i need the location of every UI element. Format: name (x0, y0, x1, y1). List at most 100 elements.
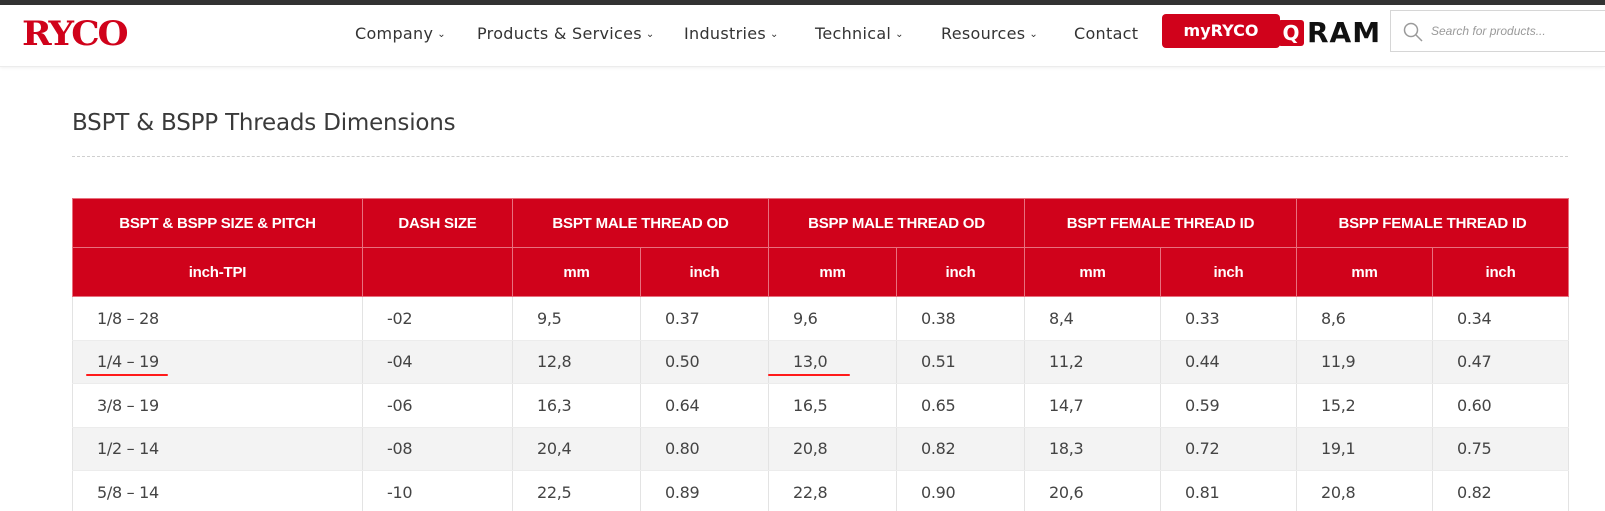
unit-header: mm (1024, 247, 1162, 297)
table-cell: 0.38 (896, 296, 1026, 341)
threads-dimensions-table: BSPT & BSPP SIZE & PITCH DASH SIZE BSPT … (72, 198, 1570, 511)
table-cell: -08 (362, 427, 513, 471)
unit-header: mm (1296, 247, 1434, 297)
table-cell: 0.82 (896, 427, 1026, 471)
table-cell: 11,2 (1024, 340, 1162, 384)
nav-label: Company (355, 24, 434, 43)
myryco-button[interactable]: myRYCO (1162, 14, 1280, 48)
table-row: 1/4 – 19 -04 12,8 0.50 13,0 0.51 11,2 0.… (72, 340, 1570, 384)
chevron-down-icon: ⌄ (895, 29, 904, 40)
unit-header: inch-TPI (72, 247, 363, 297)
nav-item-company[interactable]: Company ⌄ (355, 24, 446, 43)
chevron-down-icon: ⌄ (769, 29, 779, 40)
table-cell: 11,9 (1296, 340, 1434, 384)
search-input[interactable] (1431, 11, 1601, 51)
header-unit-row: inch-TPI mm inch mm inch mm inch mm inch (72, 247, 1570, 297)
table-cell: 19,1 (1296, 427, 1434, 471)
table-cell: -04 (362, 340, 513, 384)
unit-header: mm (512, 247, 641, 297)
table-cell: 15,2 (1296, 383, 1434, 428)
table-cell: 0.44 (1160, 340, 1298, 384)
chevron-down-icon: ⌄ (1029, 29, 1039, 40)
header-bspp-female-id: BSPP FEMALE THREAD ID (1296, 198, 1570, 248)
page-title: BSPT & BSPP Threads Dimensions (72, 110, 456, 136)
table-cell: 13,0 (768, 340, 898, 384)
table-cell: 8,6 (1296, 296, 1434, 341)
table-cell: 5/8 – 14 (72, 470, 363, 511)
header-group-row: BSPT & BSPP SIZE & PITCH DASH SIZE BSPT … (72, 198, 1570, 248)
table-row: 5/8 – 14 -10 22,5 0.89 22,8 0.90 20,6 0.… (72, 470, 1570, 511)
table-cell: 22,8 (768, 470, 898, 511)
title-divider (72, 156, 1568, 157)
table-cell: 0.89 (639, 470, 770, 511)
qram-logo[interactable]: Q RAM (1278, 17, 1381, 49)
nav-item-technical[interactable]: Technical ⌄ (815, 24, 904, 43)
chevron-down-icon: ⌄ (645, 29, 655, 40)
table-cell: 0.65 (896, 383, 1026, 428)
qram-wordmark: RAM (1307, 16, 1382, 49)
header-bspp-male-od: BSPP MALE THREAD OD (768, 198, 1026, 248)
table-cell: 14,7 (1024, 383, 1162, 428)
table-cell: 0.34 (1432, 296, 1570, 341)
table-cell: 18,3 (1024, 427, 1162, 471)
table-cell: 0.64 (639, 383, 770, 428)
table-cell: 0.82 (1432, 470, 1570, 511)
ryco-logo[interactable]: RYCO (22, 14, 129, 54)
nav-item-industries[interactable]: Industries ⌄ (684, 24, 779, 43)
table-cell: 0.72 (1160, 427, 1298, 471)
nav-item-resources[interactable]: Resources ⌄ (941, 24, 1038, 43)
table-cell: 0.81 (1160, 470, 1298, 511)
table-cell: 9,5 (512, 296, 641, 341)
unit-header: inch (1432, 247, 1570, 297)
nav-label: Resources (941, 24, 1026, 43)
unit-header: inch (896, 247, 1026, 297)
unit-header: mm (768, 247, 898, 297)
product-search[interactable] (1390, 10, 1605, 52)
chevron-down-icon: ⌄ (437, 29, 446, 40)
table-cell: 16,3 (512, 383, 641, 428)
red-underline-annotation (768, 374, 850, 376)
table-cell: 0.90 (896, 470, 1026, 511)
nav-item-contact[interactable]: Contact (1074, 24, 1138, 43)
table-row: 1/2 – 14 -08 20,4 0.80 20,8 0.82 18,3 0.… (72, 427, 1570, 471)
table-cell: 20,4 (512, 427, 641, 471)
unit-header (362, 247, 513, 297)
table-cell: 0.59 (1160, 383, 1298, 428)
table-cell: 0.33 (1160, 296, 1298, 341)
table-cell: 1/8 – 28 (72, 296, 363, 341)
table-cell: 1/4 – 19 (72, 340, 363, 384)
nav-item-products-services[interactable]: Products & Services ⌄ (477, 24, 655, 43)
top-dark-bar (0, 0, 1605, 5)
header-size-pitch: BSPT & BSPP SIZE & PITCH (72, 198, 363, 248)
table-cell: 16,5 (768, 383, 898, 428)
header-bspt-male-od: BSPT MALE THREAD OD (511, 198, 770, 248)
table-row: 1/8 – 28 -02 9,5 0.37 9,6 0.38 8,4 0.33 … (72, 296, 1570, 341)
qram-q-mark: Q (1278, 20, 1304, 46)
table-cell: -02 (362, 296, 513, 341)
nav-label: Contact (1074, 24, 1139, 43)
nav-label: Industries (684, 24, 766, 43)
table-cell: 0.75 (1432, 427, 1570, 471)
table-cell: 0.50 (639, 340, 770, 384)
table-cell: 0.80 (639, 427, 770, 471)
table-cell: 20,8 (1296, 470, 1434, 511)
table-cell: 12,8 (512, 340, 641, 384)
unit-header: inch (639, 247, 770, 297)
header-dash-size: DASH SIZE (362, 198, 513, 248)
table-cell: 0.47 (1432, 340, 1570, 384)
table-cell: 8,4 (1024, 296, 1162, 341)
table-row: 3/8 – 19 -06 16,3 0.64 16,5 0.65 14,7 0.… (72, 383, 1570, 428)
table-cell: 20,6 (1024, 470, 1162, 511)
table-cell: 1/2 – 14 (72, 427, 363, 471)
unit-header: inch (1160, 247, 1298, 297)
header-bspt-female-id: BSPT FEMALE THREAD ID (1024, 198, 1298, 248)
table-cell: 0.60 (1432, 383, 1570, 428)
table-cell: 22,5 (512, 470, 641, 511)
table-cell: 0.37 (639, 296, 770, 341)
table-cell: 0.51 (896, 340, 1026, 384)
table-cell: 9,6 (768, 296, 898, 341)
site-header: RYCO Company ⌄ Products & Services ⌄ Indus… (0, 5, 1605, 67)
table-cell: 20,8 (768, 427, 898, 471)
red-underline-annotation (86, 374, 168, 376)
table-cell: -10 (362, 470, 513, 511)
